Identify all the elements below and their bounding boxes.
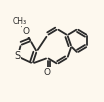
Text: O: O [43, 68, 50, 77]
Text: O: O [23, 27, 30, 36]
Text: S: S [14, 51, 20, 62]
Text: CH₃: CH₃ [12, 17, 26, 26]
